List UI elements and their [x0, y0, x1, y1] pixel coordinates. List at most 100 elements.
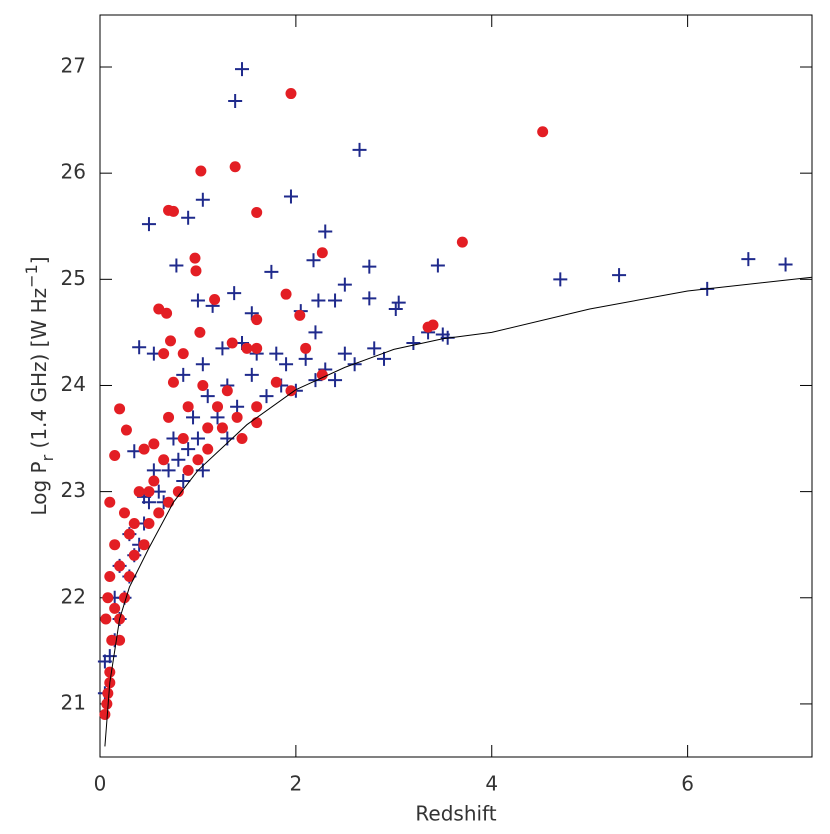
plus-point [132, 340, 147, 355]
circle-point [101, 698, 113, 710]
circle-point [104, 571, 116, 583]
circle-point [143, 486, 155, 498]
circle-point [216, 422, 228, 434]
circle-point [251, 206, 263, 218]
circle-point [143, 517, 155, 529]
plus-point [430, 258, 445, 273]
circle-point [202, 422, 214, 434]
plus-point [186, 410, 201, 425]
circle-point [118, 507, 130, 519]
circle-point [120, 424, 132, 436]
plus-point [612, 268, 627, 283]
circle-point [270, 376, 282, 388]
circle-point [537, 126, 549, 138]
plus-point [171, 452, 186, 467]
x-tick-label: 2 [290, 772, 303, 796]
circle-point [316, 247, 328, 259]
plus-point [367, 341, 382, 356]
circle-point [138, 539, 150, 551]
plus-point [337, 277, 352, 292]
plus-point [230, 399, 245, 414]
circle-point [109, 450, 121, 462]
circle-point [251, 342, 263, 354]
circle-point [100, 613, 112, 625]
circle-point [285, 385, 297, 397]
plus-point [190, 431, 205, 446]
plus-point [200, 389, 215, 404]
circle-point [300, 342, 312, 354]
circle-point [182, 464, 194, 476]
y-tick-label: 22 [61, 584, 86, 608]
y-tick-label: 26 [61, 160, 86, 184]
circle-point [456, 236, 468, 248]
circle-point [158, 454, 170, 466]
circle-point [138, 443, 150, 455]
circle-point [167, 376, 179, 388]
circle-point [189, 252, 201, 264]
circle-point [153, 507, 165, 519]
circle-point [109, 602, 121, 614]
circle-point [102, 687, 114, 699]
circle-point [109, 539, 121, 551]
circle-point [165, 335, 177, 347]
circle-point [195, 165, 207, 177]
circle-point [148, 475, 160, 487]
plus-point [215, 341, 230, 356]
circle-point [177, 348, 189, 360]
plus-point [190, 293, 205, 308]
circle-point [422, 321, 434, 333]
circle-point [316, 369, 328, 381]
y-tick-label: 21 [61, 690, 86, 714]
plus-point [97, 654, 112, 669]
y-tick-label: 24 [61, 372, 86, 396]
plus-point [306, 253, 321, 268]
limit-curve [104, 276, 813, 747]
plus-point [311, 293, 326, 308]
plus-point [362, 259, 377, 274]
circle-point [229, 161, 241, 173]
y-axis-label-part: (1.4 GHz) [W Hz [27, 288, 51, 455]
plus-point [553, 272, 568, 287]
plus-point [391, 295, 406, 310]
circle-point [148, 438, 160, 450]
circle-point [114, 560, 126, 572]
circle-point [167, 205, 179, 217]
plus-point [269, 346, 284, 361]
circle-point [172, 486, 184, 498]
plus-point [146, 463, 161, 478]
plus-point [141, 217, 156, 232]
circle-point [114, 403, 126, 415]
x-axis-label: Redshift [415, 802, 496, 826]
circle-point [128, 549, 140, 561]
plus-point [328, 293, 343, 308]
plus-point [244, 367, 259, 382]
circle-point [202, 443, 214, 455]
circle-point [123, 528, 135, 540]
y-tick-label: 25 [61, 266, 86, 290]
plus-point [227, 286, 242, 301]
circle-point [194, 326, 206, 338]
plus-point [195, 357, 210, 372]
circle-point [209, 293, 221, 305]
plus-point [259, 389, 274, 404]
circle-point [197, 379, 209, 391]
circle-point [221, 385, 233, 397]
circle-point [251, 401, 263, 413]
plus-point [318, 224, 333, 239]
circle-point [163, 411, 175, 423]
plus-point [161, 463, 176, 478]
plus-point [228, 93, 243, 108]
plus-point [181, 210, 196, 225]
circle-point [226, 337, 238, 349]
plus-point [741, 252, 756, 267]
y-axis-label: Log Pr (1.4 GHz) [W Hz−1] [22, 256, 57, 515]
plus-point [235, 62, 250, 77]
circle-point [128, 517, 140, 529]
circle-point [102, 592, 114, 604]
circle-point [251, 417, 263, 429]
circle-point [106, 634, 118, 646]
circle-point [123, 571, 135, 583]
y-axis-label-part: −1 [22, 264, 41, 288]
circle-point [236, 433, 248, 445]
